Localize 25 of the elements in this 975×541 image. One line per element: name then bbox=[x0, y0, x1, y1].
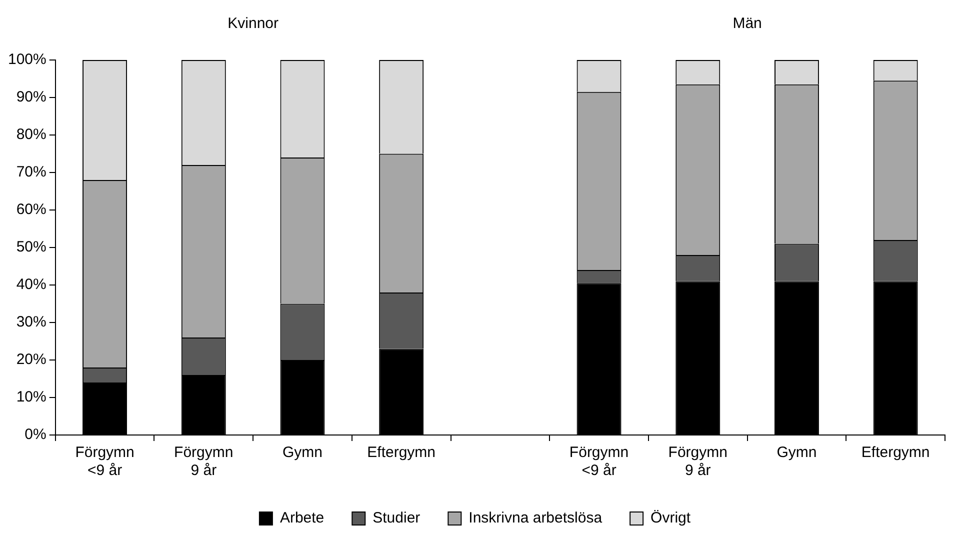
y-tick-label: 30% bbox=[16, 314, 46, 331]
x-tick-label: Förgymn <9 år bbox=[75, 444, 134, 480]
y-tick-label: 90% bbox=[16, 88, 46, 106]
legend-label: Inskrivna arbetslösa bbox=[468, 510, 603, 527]
y-tick-label: 70% bbox=[16, 164, 46, 181]
y-tick-label: 100% bbox=[8, 51, 46, 68]
x-tick-label: Förgymn 9 år bbox=[668, 444, 728, 480]
y-tick-label: 40% bbox=[16, 276, 46, 294]
y-tick-label: 50% bbox=[16, 238, 46, 256]
y-tick-label: 20% bbox=[16, 351, 46, 368]
y-tick-label: 0% bbox=[24, 426, 46, 444]
legend-label: Studier bbox=[372, 510, 420, 527]
x-tick-label: Gymn bbox=[776, 444, 817, 462]
x-tick-label: Gymn bbox=[282, 444, 322, 462]
legend-label: Arbete bbox=[280, 510, 324, 527]
text: Kvinnor bbox=[228, 15, 278, 32]
x-tick-label: Eftergymn bbox=[367, 444, 436, 462]
y-tick-label: 80% bbox=[16, 126, 46, 144]
legend-label: Övrigt bbox=[650, 510, 692, 527]
text: Män bbox=[732, 15, 762, 32]
x-tick-label: Förgymn 9 år bbox=[174, 444, 234, 480]
y-tick-label: 60% bbox=[16, 201, 46, 218]
x-tick-label: Eftergymn bbox=[861, 444, 930, 462]
y-tick-label: 10% bbox=[16, 388, 46, 406]
x-tick-label: Förgymn <9 år bbox=[569, 444, 629, 480]
